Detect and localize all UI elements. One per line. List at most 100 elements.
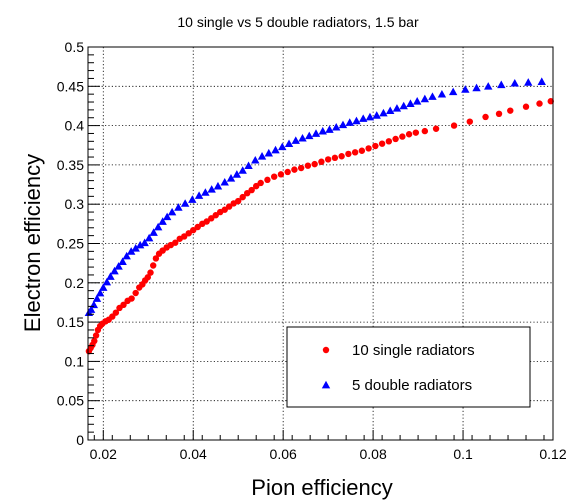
- legend-box: [286, 326, 531, 408]
- red-circle-point: [248, 186, 255, 194]
- y-tick-label: 0.5: [65, 39, 85, 55]
- red-circle-point: [345, 150, 352, 158]
- red-circle-point: [291, 166, 298, 173]
- red-circle-point: [203, 218, 210, 225]
- red-circle-point: [318, 158, 325, 165]
- blue-triangle-point: [153, 222, 163, 231]
- blue-triangle-point: [99, 283, 108, 291]
- y-tick-label: 0.3: [65, 196, 85, 212]
- blue-triangle-point: [167, 207, 177, 216]
- blue-triangle-point: [126, 247, 136, 255]
- red-circle-point: [92, 332, 100, 339]
- blue-triangle-point: [220, 177, 229, 186]
- blue-triangle-point: [338, 120, 348, 129]
- blue-triangle-point: [298, 133, 307, 142]
- y-axis-label: Electron efficiency: [20, 154, 45, 332]
- red-circle-point: [372, 142, 379, 150]
- red-circle-point: [221, 206, 228, 213]
- red-circle-point: [392, 135, 399, 143]
- red-circle-point: [547, 98, 554, 105]
- red-circle-point: [358, 147, 366, 154]
- red-circle-point: [212, 212, 219, 219]
- red-circle-point: [432, 125, 440, 132]
- blue-triangle-point: [174, 203, 183, 211]
- blue-triangle-point: [207, 185, 216, 193]
- blue-triangle-point: [537, 77, 546, 85]
- red-circle-point: [112, 309, 120, 316]
- legend-label-0: 10 single radiators: [352, 342, 475, 359]
- red-circle-point: [536, 100, 543, 107]
- y-tick-label: 0.4: [65, 118, 85, 134]
- red-circle-point: [378, 140, 386, 147]
- blue-triangle-point: [201, 188, 210, 196]
- blue-triangle-point: [291, 136, 300, 144]
- red-circle-point: [365, 145, 372, 152]
- blue-triangle-point: [406, 99, 415, 107]
- red-circle-point: [252, 182, 260, 190]
- blue-triangle-point: [149, 228, 158, 236]
- blue-triangle-point: [226, 174, 236, 182]
- y-tick-label: 0.05: [57, 393, 84, 409]
- red-circle-point: [385, 138, 393, 145]
- blue-triangle-point: [114, 262, 123, 270]
- red-circle-point: [399, 133, 406, 140]
- blue-triangle-point: [278, 142, 287, 151]
- legend-label-1: 5 double radiators: [352, 377, 472, 394]
- red-circle-point: [91, 337, 98, 345]
- red-circle-point: [194, 223, 201, 231]
- red-circle-point: [185, 230, 192, 237]
- blue-triangle-point: [131, 244, 140, 252]
- red-circle-point: [338, 153, 345, 160]
- blue-triangle-point: [437, 89, 447, 98]
- red-circle-point: [304, 162, 312, 169]
- blue-triangle-point: [305, 131, 314, 140]
- red-circle-point: [466, 118, 474, 125]
- red-circle-point: [507, 107, 514, 114]
- red-circle-point: [405, 131, 413, 138]
- series-1: [84, 77, 546, 317]
- y-tick-label: 0.1: [65, 353, 85, 369]
- blue-triangle-point: [484, 82, 493, 90]
- red-circle-point: [277, 171, 285, 178]
- blue-triangle-point: [213, 181, 223, 190]
- blue-triangle-point: [399, 101, 408, 110]
- red-circle-point: [412, 129, 420, 136]
- blue-triangle-point: [251, 155, 260, 164]
- blue-triangle-point: [102, 277, 112, 286]
- blue-triangle-point: [271, 145, 280, 154]
- blue-triangle-point: [110, 266, 119, 275]
- legend: 10 single radiators 5 double radiators: [286, 326, 531, 408]
- x-tick-label: 0.02: [90, 446, 117, 462]
- blue-triangle-point: [95, 288, 105, 297]
- legend-marker-1: [321, 380, 331, 389]
- red-circle-point: [239, 193, 246, 201]
- red-circle-point: [351, 149, 359, 156]
- blue-triangle-point: [524, 78, 533, 86]
- blue-triangle-point: [412, 97, 422, 105]
- blue-triangle-point: [372, 111, 381, 119]
- blue-triangle-point: [118, 257, 127, 265]
- blue-triangle-point: [86, 305, 96, 313]
- x-tick-label: 0.04: [180, 446, 207, 462]
- red-circle-point: [284, 168, 291, 176]
- red-circle-point: [190, 226, 197, 234]
- blue-triangle-point: [332, 122, 341, 131]
- blue-triangle-point: [420, 94, 430, 103]
- x-axis-label: Pion efficiency: [251, 475, 392, 500]
- blue-triangle-point: [135, 240, 145, 249]
- blue-triangle-point: [428, 92, 437, 100]
- red-circle-point: [264, 176, 271, 184]
- blue-triangle-point: [386, 106, 395, 115]
- blue-triangle-point: [311, 129, 321, 137]
- red-circle-point: [132, 289, 139, 297]
- red-circle-point: [311, 160, 318, 168]
- y-tick-label: 0.2: [65, 275, 85, 291]
- x-tick-label: 0.1: [453, 446, 473, 462]
- x-tick-label: 0.06: [270, 446, 297, 462]
- x-tick-label: 0.08: [359, 446, 386, 462]
- y-tick-label: 0.35: [57, 157, 84, 173]
- red-circle-point: [144, 274, 152, 281]
- blue-triangle-point: [144, 233, 154, 242]
- blue-triangle-point: [472, 83, 481, 92]
